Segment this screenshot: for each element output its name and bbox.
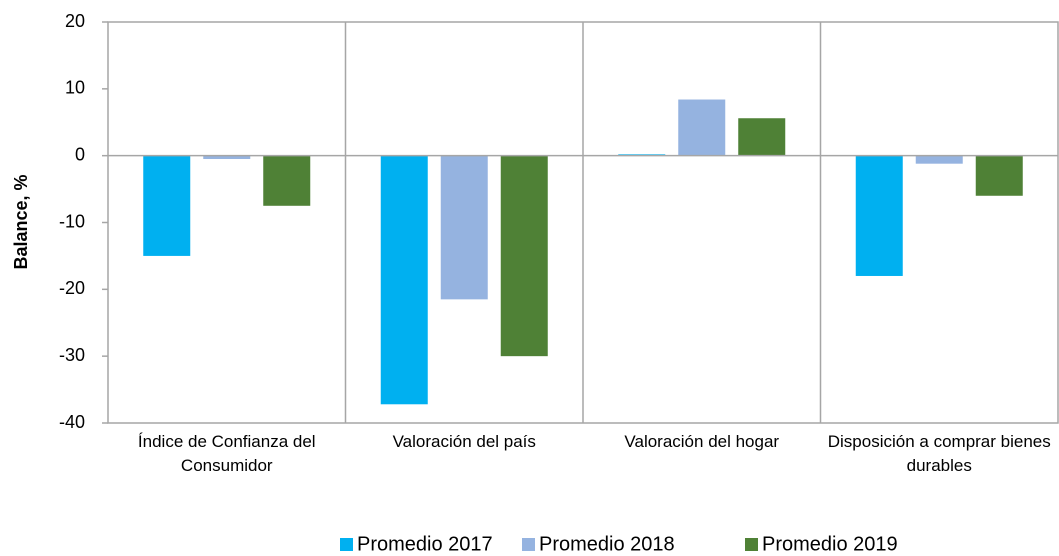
y-axis-label: Balance, %	[11, 174, 31, 269]
bar	[440, 155, 488, 300]
y-tick-label: -30	[59, 345, 85, 365]
y-tick-label: 0	[75, 144, 85, 164]
legend-label: Promedio 2018	[539, 533, 675, 555]
legend-swatch	[745, 538, 758, 551]
x-tick-label: Disposición a comprar bienes durables	[827, 432, 1051, 475]
y-tick-label: -10	[59, 211, 85, 231]
bar	[678, 99, 726, 156]
x-tick-label: Valoración del hogar	[624, 432, 780, 451]
legend-swatch	[340, 538, 353, 551]
legend-swatch	[522, 538, 535, 551]
y-tick-label: 20	[65, 11, 85, 31]
bar	[143, 155, 191, 256]
bar	[263, 155, 311, 206]
x-tick-label: Valoración del país	[392, 432, 536, 451]
bar	[855, 155, 903, 276]
bar	[738, 118, 786, 156]
x-tick-label: Índice de Confianza del Consumidor	[137, 432, 316, 475]
bar	[380, 155, 428, 405]
bar	[915, 155, 963, 164]
y-tick-label: 10	[65, 78, 85, 98]
legend-label: Promedio 2017	[357, 533, 493, 555]
bar	[500, 155, 548, 357]
y-tick-label: -20	[59, 278, 85, 298]
legend-label: Promedio 2019	[762, 533, 898, 555]
y-tick-label: -40	[59, 412, 85, 432]
bar	[203, 155, 251, 160]
bar	[975, 155, 1023, 196]
